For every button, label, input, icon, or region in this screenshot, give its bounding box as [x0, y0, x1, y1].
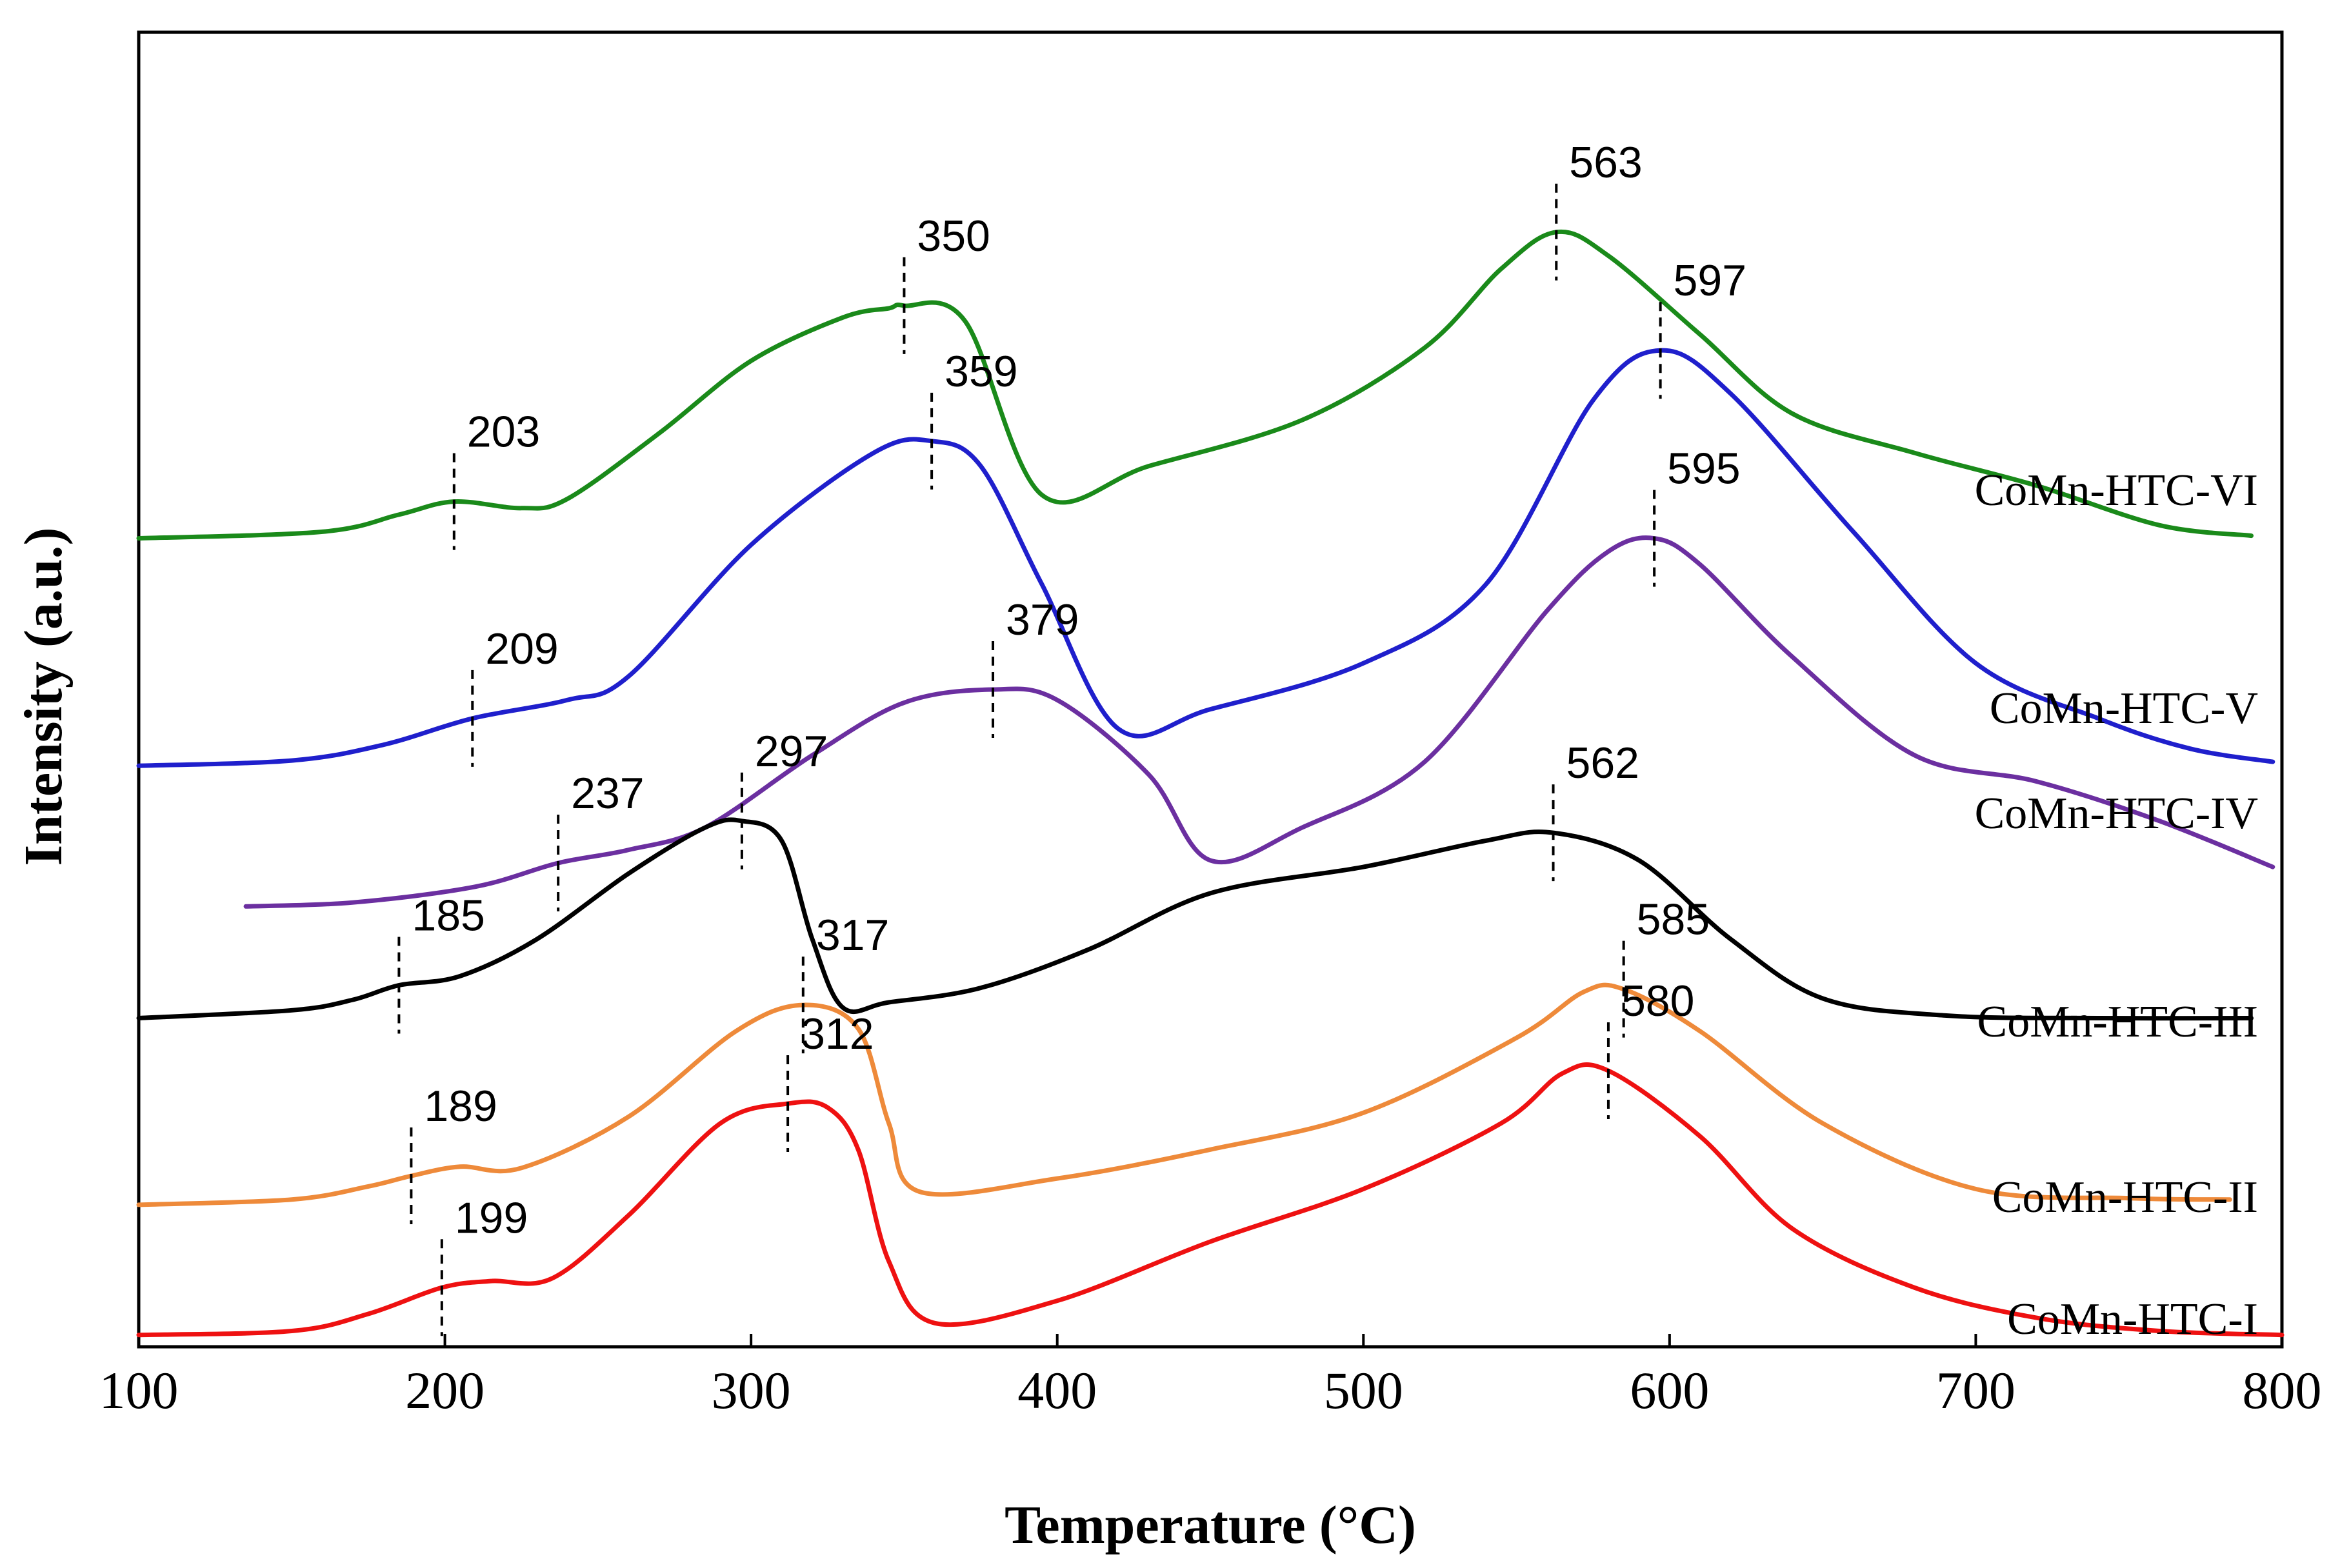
- x-tick-label-200: 200: [405, 1361, 485, 1420]
- series-line-comn-htc-vi: [136, 229, 2254, 541]
- x-axis-ticks: 100 200 300 400 500 600 700 800: [99, 1334, 2322, 1420]
- peak-label-comn-htc-iv-237: 237: [571, 769, 644, 818]
- peak-label-comn-htc-v-209: 209: [485, 624, 558, 673]
- series-line-comn-htc-iv: [243, 535, 2275, 909]
- peak-label-comn-htc-i-199: 199: [455, 1193, 528, 1242]
- peak-label-comn-htc-vi-350: 350: [917, 212, 990, 261]
- peak-label-comn-htc-vi-203: 203: [467, 408, 540, 457]
- series-label-comn-htc-i: CoMn-HTC-I: [2007, 1295, 2258, 1344]
- peak-markers: 203 350 563 209 359 597 237 379 595 185 297 562 189 3…: [397, 138, 1746, 1336]
- series-line-comn-htc-ii: [136, 982, 2232, 1207]
- peak-label-comn-htc-iv-595: 595: [1667, 444, 1740, 493]
- x-tick-label-300: 300: [712, 1361, 791, 1420]
- peak-label-comn-htc-iii-297: 297: [755, 727, 828, 776]
- peak-label-comn-htc-iv-379: 379: [1006, 595, 1079, 644]
- x-tick-label-500: 500: [1324, 1361, 1403, 1420]
- x-tick-label-600: 600: [1630, 1361, 1709, 1420]
- peak-label-comn-htc-ii-585: 585: [1637, 895, 1710, 944]
- series-labels: CoMn-HTC-VI CoMn-HTC-V CoMn-HTC-IV CoMn-HTC…: [1975, 466, 2258, 1344]
- series-label-comn-htc-iv: CoMn-HTC-IV: [1975, 789, 2258, 839]
- x-tick-label-100: 100: [99, 1361, 179, 1420]
- peak-label-comn-htc-iii-562: 562: [1566, 739, 1639, 788]
- peak-label-comn-htc-ii-189: 189: [424, 1082, 497, 1131]
- plot-frame: [137, 30, 2284, 1349]
- series-label-comn-htc-vi: CoMn-HTC-VI: [1975, 466, 2258, 515]
- series-label-comn-htc-ii: CoMn-HTC-II: [1992, 1173, 2258, 1222]
- y-axis-title: Intensity (a.u.): [14, 527, 74, 866]
- series-line-comn-htc-v: [136, 348, 2275, 768]
- series-line-comn-htc-i: [136, 1062, 2285, 1338]
- peak-label-comn-htc-vi-563: 563: [1569, 138, 1642, 187]
- series-line-comn-htc-iii: [136, 817, 2254, 1021]
- x-tick-label-800: 800: [2243, 1361, 2322, 1420]
- series-lines: [136, 229, 2285, 1338]
- peak-label-comn-htc-ii-317: 317: [816, 911, 889, 960]
- peak-label-comn-htc-v-359: 359: [945, 347, 1017, 396]
- peak-label-comn-htc-i-312: 312: [801, 1009, 874, 1058]
- peak-label-comn-htc-i-580: 580: [1621, 977, 1694, 1026]
- x-tick-label-400: 400: [1017, 1361, 1097, 1420]
- peak-label-comn-htc-v-597: 597: [1674, 256, 1746, 305]
- series-label-comn-htc-iii: CoMn-HTC-III: [1977, 997, 2258, 1047]
- x-tick-label-700: 700: [1936, 1361, 2015, 1420]
- series-label-comn-htc-v: CoMn-HTC-V: [1990, 684, 2258, 733]
- x-axis-title: Temperature (°C): [1005, 1495, 1416, 1555]
- peak-label-comn-htc-iii-185: 185: [412, 891, 485, 940]
